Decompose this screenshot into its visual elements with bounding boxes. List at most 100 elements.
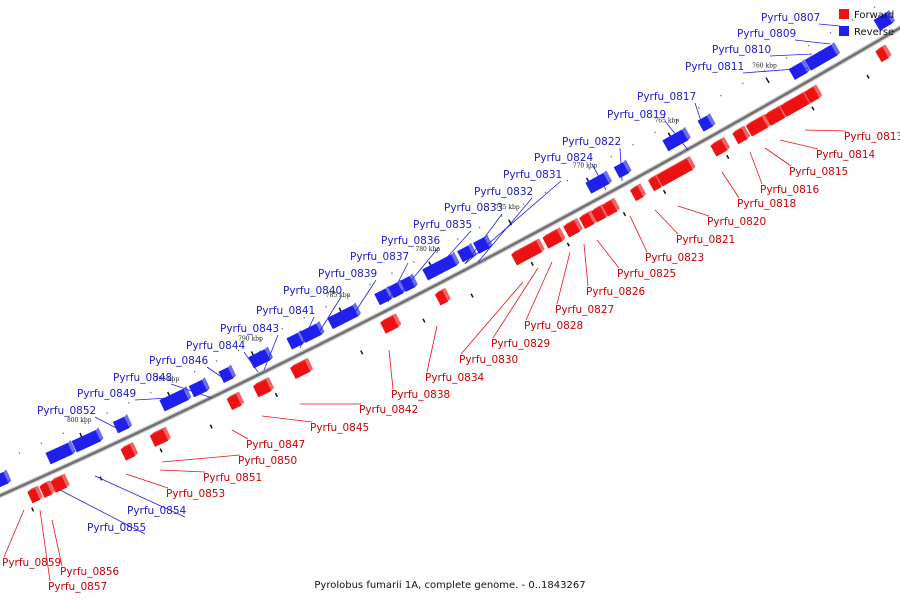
forward-gene-label[interactable]: Pyrfu_0829 xyxy=(491,338,550,350)
reverse-gene-label[interactable]: Pyrfu_0811 xyxy=(685,61,744,73)
forward-gene-label[interactable]: Pyrfu_0834 xyxy=(425,372,485,384)
minor-tick xyxy=(544,191,547,194)
minor-tick xyxy=(719,94,722,97)
forward-gene-label[interactable]: Pyrfu_0827 xyxy=(555,304,614,316)
forward-gene-label[interactable]: Pyrfu_0851 xyxy=(203,472,262,484)
lower-tick xyxy=(622,211,627,217)
minor-tick xyxy=(456,238,459,240)
reverse-gene-label[interactable]: Pyrfu_0839 xyxy=(318,268,377,280)
forward-gene-label[interactable]: Pyrfu_0838 xyxy=(391,389,450,401)
scale-tick-label: 770 kbp xyxy=(573,162,598,169)
scale-tick-label: 780 kbp xyxy=(415,246,440,253)
forward-gene-label[interactable]: Pyrfu_0814 xyxy=(816,149,876,161)
forward-gene-label[interactable]: Pyrfu_0842 xyxy=(359,404,418,416)
reverse-gene-label[interactable]: Pyrfu_0848 xyxy=(113,372,172,384)
genome-backbone xyxy=(0,25,900,499)
reverse-gene-label[interactable]: Pyrfu_0849 xyxy=(77,388,136,400)
reverse-gene-label[interactable]: Pyrfu_0844 xyxy=(186,340,246,352)
minor-tick xyxy=(215,360,218,362)
reverse-gene-label[interactable]: Pyrfu_0817 xyxy=(637,91,696,103)
minor-tick xyxy=(698,106,700,109)
forward-gene-label[interactable]: Pyrfu_0853 xyxy=(166,488,225,500)
forward-gene-label[interactable]: Pyrfu_0815 xyxy=(789,166,848,178)
forward-gene-box xyxy=(656,156,696,187)
forward-gene-box xyxy=(710,136,731,157)
reverse-gene-box xyxy=(218,364,237,383)
reverse-gene-label[interactable]: Pyrfu_0841 xyxy=(256,305,315,317)
minor-tick xyxy=(62,432,65,435)
forward-gene-box xyxy=(875,44,892,63)
gene-features xyxy=(0,10,895,504)
forward-gene-label[interactable]: Pyrfu_0856 xyxy=(60,566,120,578)
forward-gene-box xyxy=(511,238,545,266)
forward-gene-label[interactable]: Pyrfu_0859 xyxy=(2,557,61,569)
forward-gene-box xyxy=(252,377,275,398)
forward-gene-label[interactable]: Pyrfu_0826 xyxy=(586,286,646,298)
reverse-leader xyxy=(243,351,259,373)
reverse-gene-label[interactable]: Pyrfu_0809 xyxy=(737,28,796,40)
reverse-gene-box xyxy=(374,285,394,306)
reverse-gene-box xyxy=(159,386,192,412)
reverse-gene-box xyxy=(788,59,811,80)
forward-gene-label[interactable]: Pyrfu_0821 xyxy=(676,234,735,246)
reverse-gene-label[interactable]: Pyrfu_0807 xyxy=(761,12,820,24)
forward-gene-label[interactable]: Pyrfu_0813 xyxy=(844,131,900,143)
forward-leader xyxy=(460,281,524,355)
minor-tick xyxy=(193,370,196,373)
reverse-leader xyxy=(399,246,440,295)
reverse-gene-box xyxy=(804,42,840,71)
forward-gene-label[interactable]: Pyrfu_0820 xyxy=(707,216,766,228)
minor-tick xyxy=(478,226,481,229)
reverse-gene-label[interactable]: Pyrfu_0833 xyxy=(444,202,503,214)
forward-gene-label[interactable]: Pyrfu_0857 xyxy=(48,581,107,593)
lower-tick xyxy=(360,350,364,355)
reverse-leader xyxy=(387,262,409,303)
major-tick xyxy=(765,77,770,84)
reverse-leader xyxy=(263,334,279,371)
reverse-gene-label[interactable]: Pyrfu_0854 xyxy=(127,505,187,517)
reverse-gene-label[interactable]: Pyrfu_0824 xyxy=(534,152,594,164)
figure-caption: Pyrolobus fumarii 1A, complete genome. -… xyxy=(314,580,585,591)
reverse-leader xyxy=(94,416,121,431)
forward-leader xyxy=(492,267,539,339)
reverse-gene-label[interactable]: Pyrfu_0837 xyxy=(350,251,409,263)
minor-tick xyxy=(741,82,744,85)
forward-gene-label[interactable]: Pyrfu_0830 xyxy=(459,354,518,366)
minor-tick xyxy=(785,57,788,60)
reverse-gene-label[interactable]: Pyrfu_0819 xyxy=(607,109,666,121)
reverse-gene-label[interactable]: Pyrfu_0831 xyxy=(503,169,562,181)
forward-gene-label[interactable]: Pyrfu_0847 xyxy=(246,439,305,451)
reverse-gene-label[interactable]: Pyrfu_0843 xyxy=(220,323,279,335)
reverse-gene-label[interactable]: Pyrfu_0835 xyxy=(413,219,472,231)
forward-gene-label[interactable]: Pyrfu_0825 xyxy=(617,268,676,280)
reverse-gene-label[interactable]: Pyrfu_0840 xyxy=(283,285,342,297)
lower-tick xyxy=(31,507,35,512)
minor-tick xyxy=(566,179,569,182)
reverse-gene-label[interactable]: Pyrfu_0832 xyxy=(474,186,533,198)
reverse-leader xyxy=(59,489,146,535)
reverse-leader xyxy=(170,383,213,399)
reverse-gene-label[interactable]: Pyrfu_0855 xyxy=(87,522,146,534)
reverse-gene-label[interactable]: Pyrfu_0852 xyxy=(37,405,96,417)
lower-tick xyxy=(726,154,730,159)
forward-gene-label[interactable]: Pyrfu_0816 xyxy=(760,184,820,196)
reverse-leader xyxy=(464,213,503,265)
forward-gene-label[interactable]: Pyrfu_0828 xyxy=(524,320,583,332)
forward-leader xyxy=(231,429,249,440)
forward-gene-label[interactable]: Pyrfu_0818 xyxy=(737,198,796,210)
legend-forward-swatch xyxy=(839,9,849,19)
forward-gene-box xyxy=(226,391,245,411)
minor-tick xyxy=(84,422,86,425)
gene-labels: Pyrfu_0807 Pyrfu_0809 Pyrfu_0810 Pyrfu_0811… xyxy=(2,12,900,593)
forward-gene-label[interactable]: Pyrfu_0845 xyxy=(310,422,369,434)
forward-gene-box xyxy=(39,480,55,498)
reverse-gene-label[interactable]: Pyrfu_0836 xyxy=(381,235,441,247)
forward-gene-label[interactable]: Pyrfu_0823 xyxy=(645,252,704,264)
reverse-gene-label[interactable]: Pyrfu_0810 xyxy=(712,44,771,56)
label-leader-lines xyxy=(3,23,847,582)
forward-gene-label[interactable]: Pyrfu_0850 xyxy=(238,455,297,467)
reverse-leader xyxy=(429,230,472,277)
reverse-gene-label[interactable]: Pyrfu_0846 xyxy=(149,355,209,367)
reverse-gene-label[interactable]: Pyrfu_0822 xyxy=(562,136,621,148)
